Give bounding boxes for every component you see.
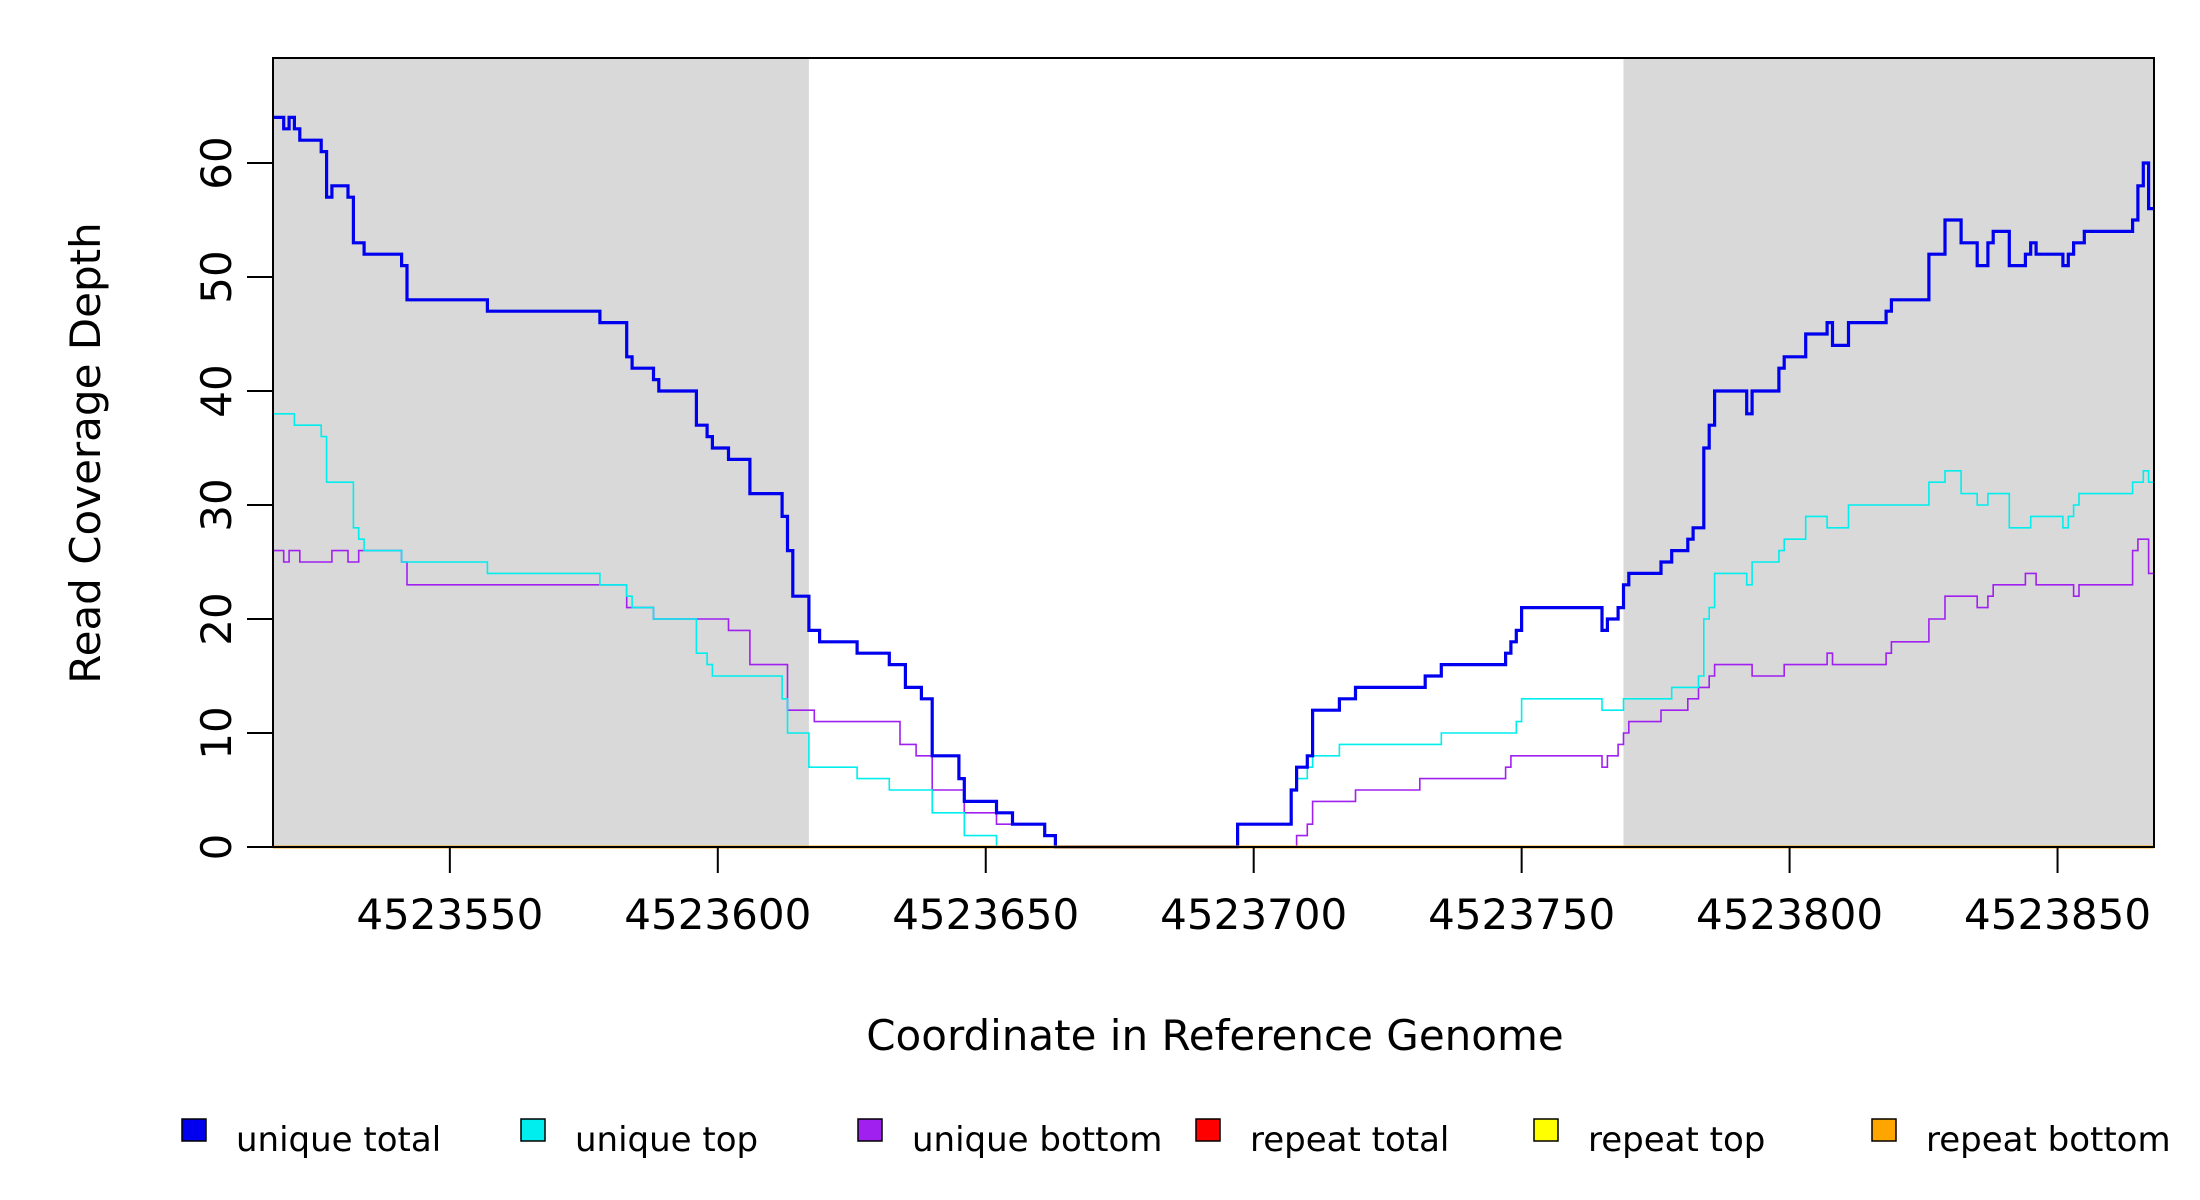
legend-swatch-repeat-bottom	[1871, 1118, 1897, 1142]
y-tick-label-60: 60	[192, 136, 241, 189]
shaded-regions	[273, 58, 2154, 847]
series-line-unique-total	[273, 115, 2154, 849]
legend-label-repeat-total: repeat total	[1250, 1120, 1449, 1160]
legend-swatch-unique-total	[181, 1118, 207, 1142]
x-axis-title: Coordinate in Reference Genome	[866, 1011, 1564, 1060]
legend-item-unique-total: unique total	[181, 1118, 441, 1160]
y-tick-label-30: 30	[192, 478, 241, 531]
legend-label-repeat-top: repeat top	[1588, 1120, 1765, 1160]
legend-label-unique-total: unique total	[236, 1120, 441, 1160]
x-tick-label-4523600: 4523600	[624, 890, 811, 939]
y-tick-label-40: 40	[192, 364, 241, 417]
x-tick-label-4523800: 4523800	[1696, 890, 1883, 939]
legend-item-unique-top: unique top	[520, 1118, 758, 1160]
legend-item-repeat-total: repeat total	[1195, 1118, 1449, 1160]
x-tick-label-4523650: 4523650	[892, 890, 1079, 939]
x-tick-label-4523700: 4523700	[1160, 890, 1347, 939]
x-tick-label-4523750: 4523750	[1428, 890, 1615, 939]
legend-swatch-unique-bottom	[857, 1118, 883, 1142]
legend-item-unique-bottom: unique bottom	[857, 1118, 1162, 1160]
plot-frame	[272, 57, 2155, 848]
y-tick-label-20: 20	[192, 592, 241, 645]
legend-swatch-repeat-total	[1195, 1118, 1221, 1142]
legend-item-repeat-top: repeat top	[1533, 1118, 1765, 1160]
x-axis: 4523550 4523600 4523650 4523700 4523750 45238…	[356, 847, 2151, 939]
y-axis-title: Read Coverage Depth	[61, 222, 110, 683]
legend-label-repeat-bottom: repeat bottom	[1926, 1120, 2171, 1160]
y-tick-label-10: 10	[192, 706, 241, 759]
shaded-region-1	[273, 58, 809, 847]
legend-label-unique-bottom: unique bottom	[912, 1120, 1162, 1160]
x-tick-label-4523850: 4523850	[1964, 890, 2151, 939]
shaded-region-2	[1623, 58, 2154, 847]
x-tick-label-4523550: 4523550	[356, 890, 543, 939]
legend-swatch-repeat-top	[1533, 1118, 1559, 1142]
y-axis: 0 10 20 30 40 50 60	[192, 136, 273, 860]
y-tick-label-0: 0	[192, 834, 241, 861]
series-line-unique-top	[273, 413, 2154, 848]
legend-label-unique-top: unique top	[575, 1120, 758, 1160]
y-tick-label-50: 50	[192, 250, 241, 303]
legend: unique total unique top unique bottom repea…	[181, 1118, 2171, 1160]
legend-item-repeat-bottom: repeat bottom	[1871, 1118, 2171, 1160]
legend-swatch-unique-top	[520, 1118, 546, 1142]
